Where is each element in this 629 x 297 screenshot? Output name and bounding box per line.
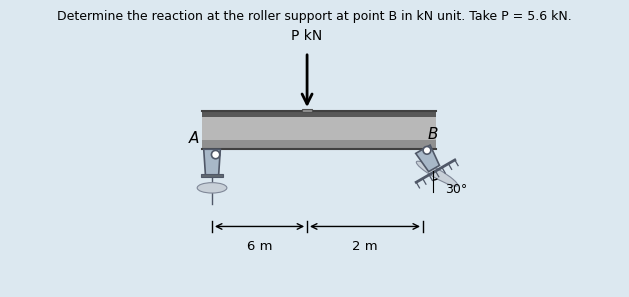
Text: 6 m: 6 m bbox=[247, 240, 272, 253]
Polygon shape bbox=[416, 145, 440, 172]
Ellipse shape bbox=[197, 183, 227, 193]
Text: 2 m: 2 m bbox=[352, 240, 378, 253]
Polygon shape bbox=[204, 149, 220, 176]
Text: 30°: 30° bbox=[445, 183, 467, 196]
Ellipse shape bbox=[416, 161, 458, 186]
Text: Determine the reaction at the roller support at point B in kN unit. Take P = 5.6: Determine the reaction at the roller sup… bbox=[57, 10, 572, 23]
Bar bbox=[202, 117, 437, 149]
Circle shape bbox=[423, 146, 431, 154]
Bar bbox=[302, 109, 313, 112]
Text: P kN: P kN bbox=[291, 29, 323, 43]
Bar bbox=[202, 140, 437, 149]
Text: B: B bbox=[427, 127, 438, 142]
Bar bbox=[201, 174, 223, 177]
Circle shape bbox=[211, 150, 220, 159]
Text: A: A bbox=[189, 131, 199, 146]
Bar bbox=[202, 111, 437, 117]
